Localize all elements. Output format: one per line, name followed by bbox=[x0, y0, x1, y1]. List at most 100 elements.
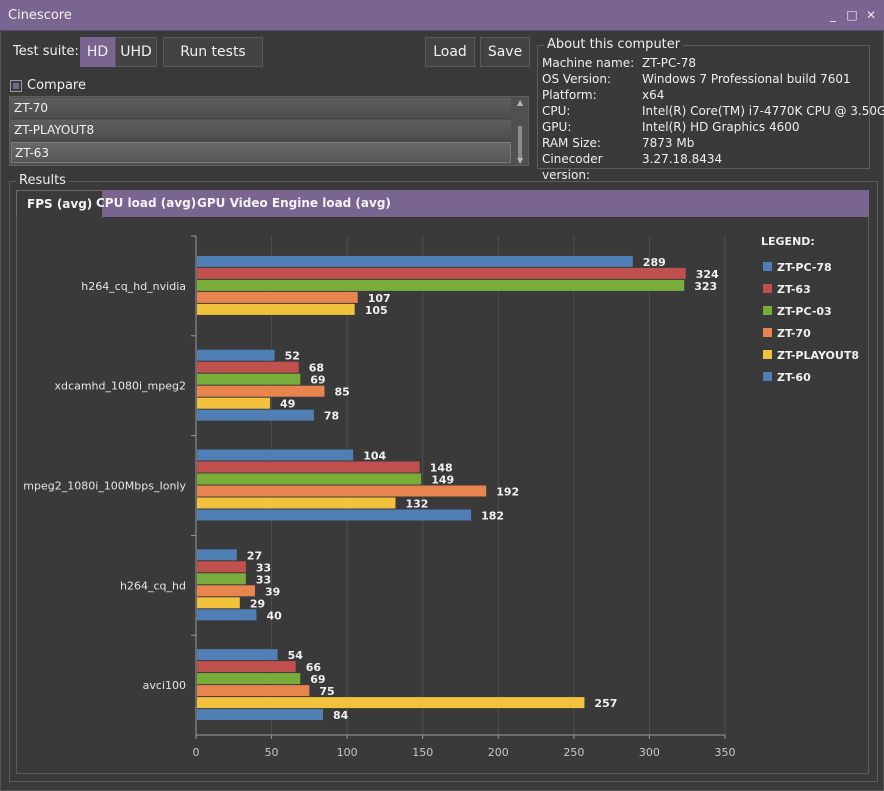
scroll-down-icon[interactable]: ▼ bbox=[517, 156, 524, 165]
data-label: 69 bbox=[310, 374, 325, 387]
results-tabs: FPS (avg) CPU load (avg) GPU Video Engin… bbox=[16, 190, 869, 218]
bar bbox=[197, 409, 314, 421]
bar bbox=[197, 549, 237, 561]
legend-swatch bbox=[763, 284, 772, 293]
hd-button[interactable]: HD bbox=[80, 37, 115, 67]
bar bbox=[197, 697, 585, 709]
x-tick-label: 100 bbox=[337, 746, 358, 759]
bar bbox=[197, 485, 487, 497]
info-key: CPU: bbox=[542, 104, 571, 118]
data-label: 39 bbox=[265, 585, 280, 598]
scroll-up-icon[interactable]: ▲ bbox=[517, 98, 524, 107]
data-label: 85 bbox=[334, 386, 349, 399]
info-value: 7873 Mb bbox=[642, 136, 695, 150]
save-button[interactable]: Save bbox=[480, 37, 530, 67]
data-label: 52 bbox=[285, 350, 300, 363]
close-icon[interactable]: ✕ bbox=[865, 8, 877, 22]
bar bbox=[197, 649, 278, 661]
data-label: 78 bbox=[324, 410, 339, 423]
data-label: 27 bbox=[247, 549, 262, 562]
data-label: 33 bbox=[256, 573, 271, 586]
legend-swatch bbox=[763, 262, 772, 271]
data-label: 29 bbox=[250, 597, 265, 610]
data-label: 68 bbox=[309, 362, 324, 375]
bar bbox=[197, 509, 472, 521]
category-label: xdcamhd_1080i_mpeg2 bbox=[55, 380, 186, 393]
minimize-icon[interactable]: _ bbox=[830, 8, 836, 22]
data-label: 105 bbox=[365, 304, 388, 317]
x-tick-label: 50 bbox=[265, 746, 279, 759]
data-label: 148 bbox=[430, 462, 453, 475]
load-button[interactable]: Load bbox=[425, 37, 475, 67]
maximize-icon[interactable]: □ bbox=[846, 8, 858, 22]
legend-label: ZT-PC-78 bbox=[777, 261, 832, 274]
data-label: 75 bbox=[319, 685, 334, 698]
x-tick-label: 300 bbox=[639, 746, 660, 759]
list-item[interactable]: ZT-63 bbox=[11, 142, 511, 163]
bar bbox=[197, 397, 271, 409]
info-value: ZT-PC-78 bbox=[642, 56, 696, 70]
bar bbox=[197, 279, 685, 291]
data-label: 289 bbox=[643, 256, 666, 269]
list-item[interactable]: ZT-70 bbox=[11, 98, 511, 119]
tab-cpu-load[interactable]: CPU load (avg) bbox=[96, 196, 197, 210]
uhd-button[interactable]: UHD bbox=[115, 37, 157, 67]
data-label: 192 bbox=[496, 486, 519, 499]
info-key: Cinecoder version: bbox=[542, 152, 603, 182]
tab-gpu-load[interactable]: GPU Video Engine load (avg) bbox=[197, 196, 391, 210]
compare-label: Compare bbox=[27, 78, 86, 93]
info-key: RAM Size: bbox=[542, 136, 601, 150]
data-label: 69 bbox=[310, 673, 325, 686]
legend-swatch bbox=[763, 328, 772, 337]
test-suite-label: Test suite: bbox=[13, 44, 79, 59]
legend-swatch bbox=[763, 350, 772, 359]
info-value: 3.27.18.8434 bbox=[642, 152, 723, 166]
info-value: Intel(R) HD Graphics 4600 bbox=[642, 120, 800, 134]
about-panel: About this computer Machine name: ZT-PC-7… bbox=[537, 37, 884, 182]
bar bbox=[197, 609, 257, 621]
bar bbox=[197, 473, 422, 485]
data-label: 54 bbox=[288, 649, 304, 662]
legend-label: ZT-PLAYOUT8 bbox=[777, 349, 859, 362]
run-tests-button[interactable]: Run tests bbox=[163, 37, 263, 67]
info-value: Windows 7 Professional build 7601 bbox=[642, 72, 851, 86]
info-key: Platform: bbox=[542, 88, 597, 102]
info-value: Intel(R) Core(TM) i7-4770K CPU @ 3.50GHz bbox=[642, 104, 884, 118]
compare-list[interactable]: ZT-70 ZT-PLAYOUT8 ZT-63 ▲ ▼ bbox=[9, 96, 529, 166]
bar bbox=[197, 461, 420, 473]
data-label: 107 bbox=[368, 292, 391, 305]
legend-swatch bbox=[763, 306, 772, 315]
category-label: h264_cq_hd bbox=[120, 579, 186, 592]
data-label: 40 bbox=[266, 609, 282, 622]
data-label: 132 bbox=[406, 498, 429, 511]
x-tick-label: 150 bbox=[412, 746, 433, 759]
bar bbox=[197, 497, 396, 509]
compare-checkbox[interactable] bbox=[10, 80, 22, 92]
bar bbox=[197, 303, 355, 315]
x-tick-label: 0 bbox=[193, 746, 200, 759]
info-key: GPU: bbox=[542, 120, 572, 134]
bar bbox=[197, 573, 246, 585]
data-label: 104 bbox=[363, 450, 386, 463]
scroll-thumb[interactable] bbox=[518, 126, 522, 158]
data-label: 33 bbox=[256, 561, 271, 574]
about-title: About this computer bbox=[544, 37, 684, 52]
tab-fps[interactable]: FPS (avg) bbox=[16, 190, 104, 218]
category-label: mpeg2_1080i_100Mbps_Ionly bbox=[23, 480, 186, 493]
category-label: h264_cq_hd_nvidia bbox=[81, 280, 186, 293]
bar bbox=[197, 585, 255, 597]
bar bbox=[197, 349, 275, 361]
x-tick-label: 250 bbox=[563, 746, 584, 759]
data-label: 49 bbox=[280, 398, 295, 411]
x-tick-label: 350 bbox=[715, 746, 736, 759]
window-title: Cinescore bbox=[8, 8, 72, 23]
bar bbox=[197, 361, 299, 373]
list-item[interactable]: ZT-PLAYOUT8 bbox=[11, 120, 511, 141]
bar bbox=[197, 449, 354, 461]
list-scrollbar[interactable]: ▲ ▼ bbox=[513, 98, 527, 165]
legend-label: ZT-60 bbox=[777, 371, 811, 384]
bar bbox=[197, 561, 246, 573]
x-tick-label: 200 bbox=[488, 746, 509, 759]
bar bbox=[197, 709, 323, 721]
legend-swatch bbox=[763, 372, 772, 381]
